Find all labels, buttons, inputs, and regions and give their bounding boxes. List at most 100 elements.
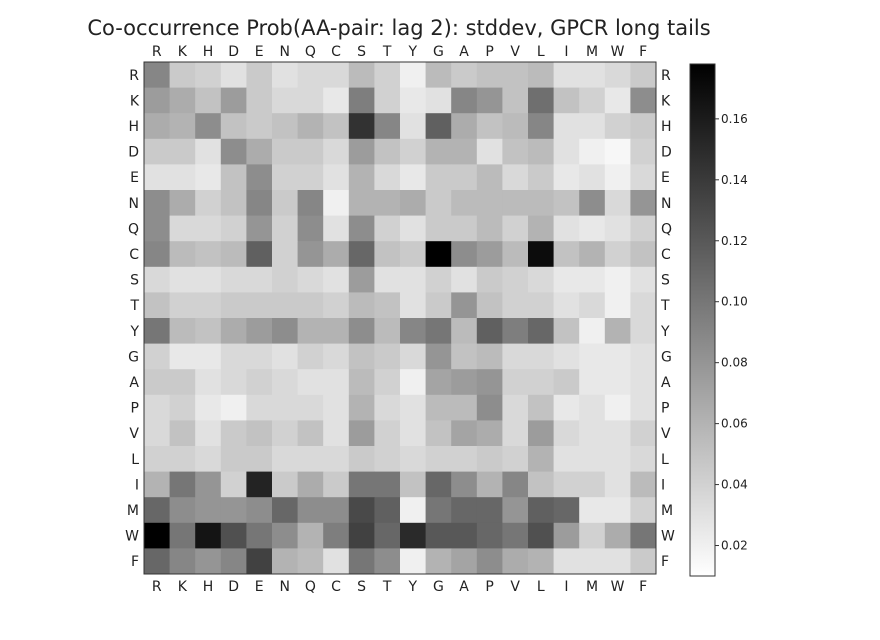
heatmap-cell: [528, 394, 554, 421]
heatmap-cell: [502, 164, 529, 191]
heatmap-cell: [604, 138, 631, 165]
heatmap-cell: [425, 164, 452, 191]
y-tick-label: T: [660, 298, 670, 314]
heatmap-cell: [400, 62, 426, 88]
y-tick-label: Y: [129, 324, 139, 340]
heatmap-cell: [220, 343, 247, 370]
heatmap-cell: [272, 369, 298, 396]
heatmap-cell: [476, 522, 503, 549]
heatmap-cell: [604, 164, 631, 191]
x-tick-label: V: [510, 44, 520, 60]
heatmap-cell: [246, 292, 273, 319]
heatmap-cell: [297, 62, 324, 88]
heatmap-cell: [476, 292, 503, 319]
heatmap-cell: [272, 394, 298, 421]
y-tick-label: Q: [661, 221, 672, 237]
heatmap-cell: [502, 343, 529, 370]
heatmap-cell: [553, 522, 580, 549]
x-tick-label: Y: [408, 579, 418, 595]
colorbar: [689, 63, 716, 577]
heatmap-cell: [604, 394, 631, 421]
y-tick-label: C: [661, 247, 671, 263]
heatmap-cell: [400, 548, 426, 575]
heatmap-cell: [169, 446, 196, 472]
heatmap-cell: [323, 266, 350, 293]
heatmap-cell: [220, 266, 247, 293]
heatmap-cell: [425, 292, 452, 319]
heatmap-cell: [528, 215, 554, 242]
heatmap-cell: [169, 164, 196, 191]
heatmap-cell: [220, 190, 247, 216]
heatmap-cell: [528, 420, 554, 447]
heatmap-cell: [425, 62, 452, 88]
heatmap-cell: [169, 318, 196, 344]
heatmap-cell: [323, 215, 350, 242]
heatmap-cell: [451, 266, 478, 293]
heatmap-cell: [323, 446, 350, 472]
heatmap-cell: [502, 497, 529, 524]
y-tick-label: E: [661, 170, 670, 186]
y-tick-label: R: [661, 68, 671, 84]
heatmap-cell: [272, 497, 298, 524]
heatmap-cell: [323, 113, 350, 140]
heatmap-cell: [630, 497, 657, 524]
heatmap-cell: [553, 266, 580, 293]
heatmap-cell: [553, 87, 580, 114]
heatmap-cell: [348, 369, 375, 396]
heatmap-cell: [246, 522, 273, 549]
heatmap-cell: [630, 548, 657, 575]
heatmap-cell: [220, 394, 247, 421]
heatmap-cell: [528, 522, 554, 549]
y-tick-label: L: [131, 452, 139, 468]
heatmap-cell: [476, 138, 503, 165]
heatmap-cell: [348, 215, 375, 242]
heatmap-cell: [451, 369, 478, 396]
heatmap-cell: [451, 164, 478, 191]
x-tick-label: M: [586, 44, 598, 60]
heatmap-cell: [272, 522, 298, 549]
heatmap-cell: [451, 420, 478, 447]
heatmap-cell: [374, 394, 401, 421]
heatmap-cell: [323, 241, 350, 268]
plot-frame: [143, 61, 657, 575]
heatmap-cell: [297, 548, 324, 575]
heatmap-cell: [502, 241, 529, 268]
colorbar-tick-label: 0.12: [721, 234, 748, 248]
heatmap-cell: [502, 266, 529, 293]
heatmap-cell: [220, 497, 247, 524]
heatmap-cell: [630, 138, 657, 165]
heatmap-cell: [297, 446, 324, 472]
x-tick-label: M: [586, 579, 598, 595]
heatmap-cell: [374, 471, 401, 498]
heatmap-cell: [604, 497, 631, 524]
heatmap-cell: [348, 522, 375, 549]
heatmap-cell: [451, 241, 478, 268]
heatmap-cell: [451, 522, 478, 549]
chart-title: Co-occurrence Prob(AA-pair: lag 2): stdd…: [87, 16, 710, 40]
heatmap-cell: [323, 471, 350, 498]
heatmap-cell: [246, 548, 273, 575]
heatmap-cell: [144, 318, 170, 344]
heatmap-cell: [476, 369, 503, 396]
heatmap-cell: [630, 369, 657, 396]
heatmap-cell: [323, 292, 350, 319]
x-tick-label: E: [255, 579, 264, 595]
heatmap-cell: [579, 471, 606, 498]
heatmap-cell: [476, 446, 503, 472]
heatmap-cell: [553, 241, 580, 268]
y-tick-label: P: [661, 401, 669, 417]
heatmap-cell: [425, 190, 452, 216]
heatmap-cell: [528, 138, 554, 165]
heatmap-cell: [579, 548, 606, 575]
heatmap-cell: [630, 420, 657, 447]
heatmap-cell: [169, 62, 196, 88]
x-tick-label: G: [433, 579, 444, 595]
heatmap-cell: [374, 446, 401, 472]
colorbar-tick-label: 0.02: [721, 539, 748, 553]
y-tick-label: Y: [660, 324, 670, 340]
colorbar-tick-label: 0.14: [721, 173, 748, 187]
heatmap-cell: [476, 113, 503, 140]
heatmap-cell: [144, 62, 170, 88]
heatmap-cell: [195, 113, 222, 140]
heatmap-cell: [272, 292, 298, 319]
